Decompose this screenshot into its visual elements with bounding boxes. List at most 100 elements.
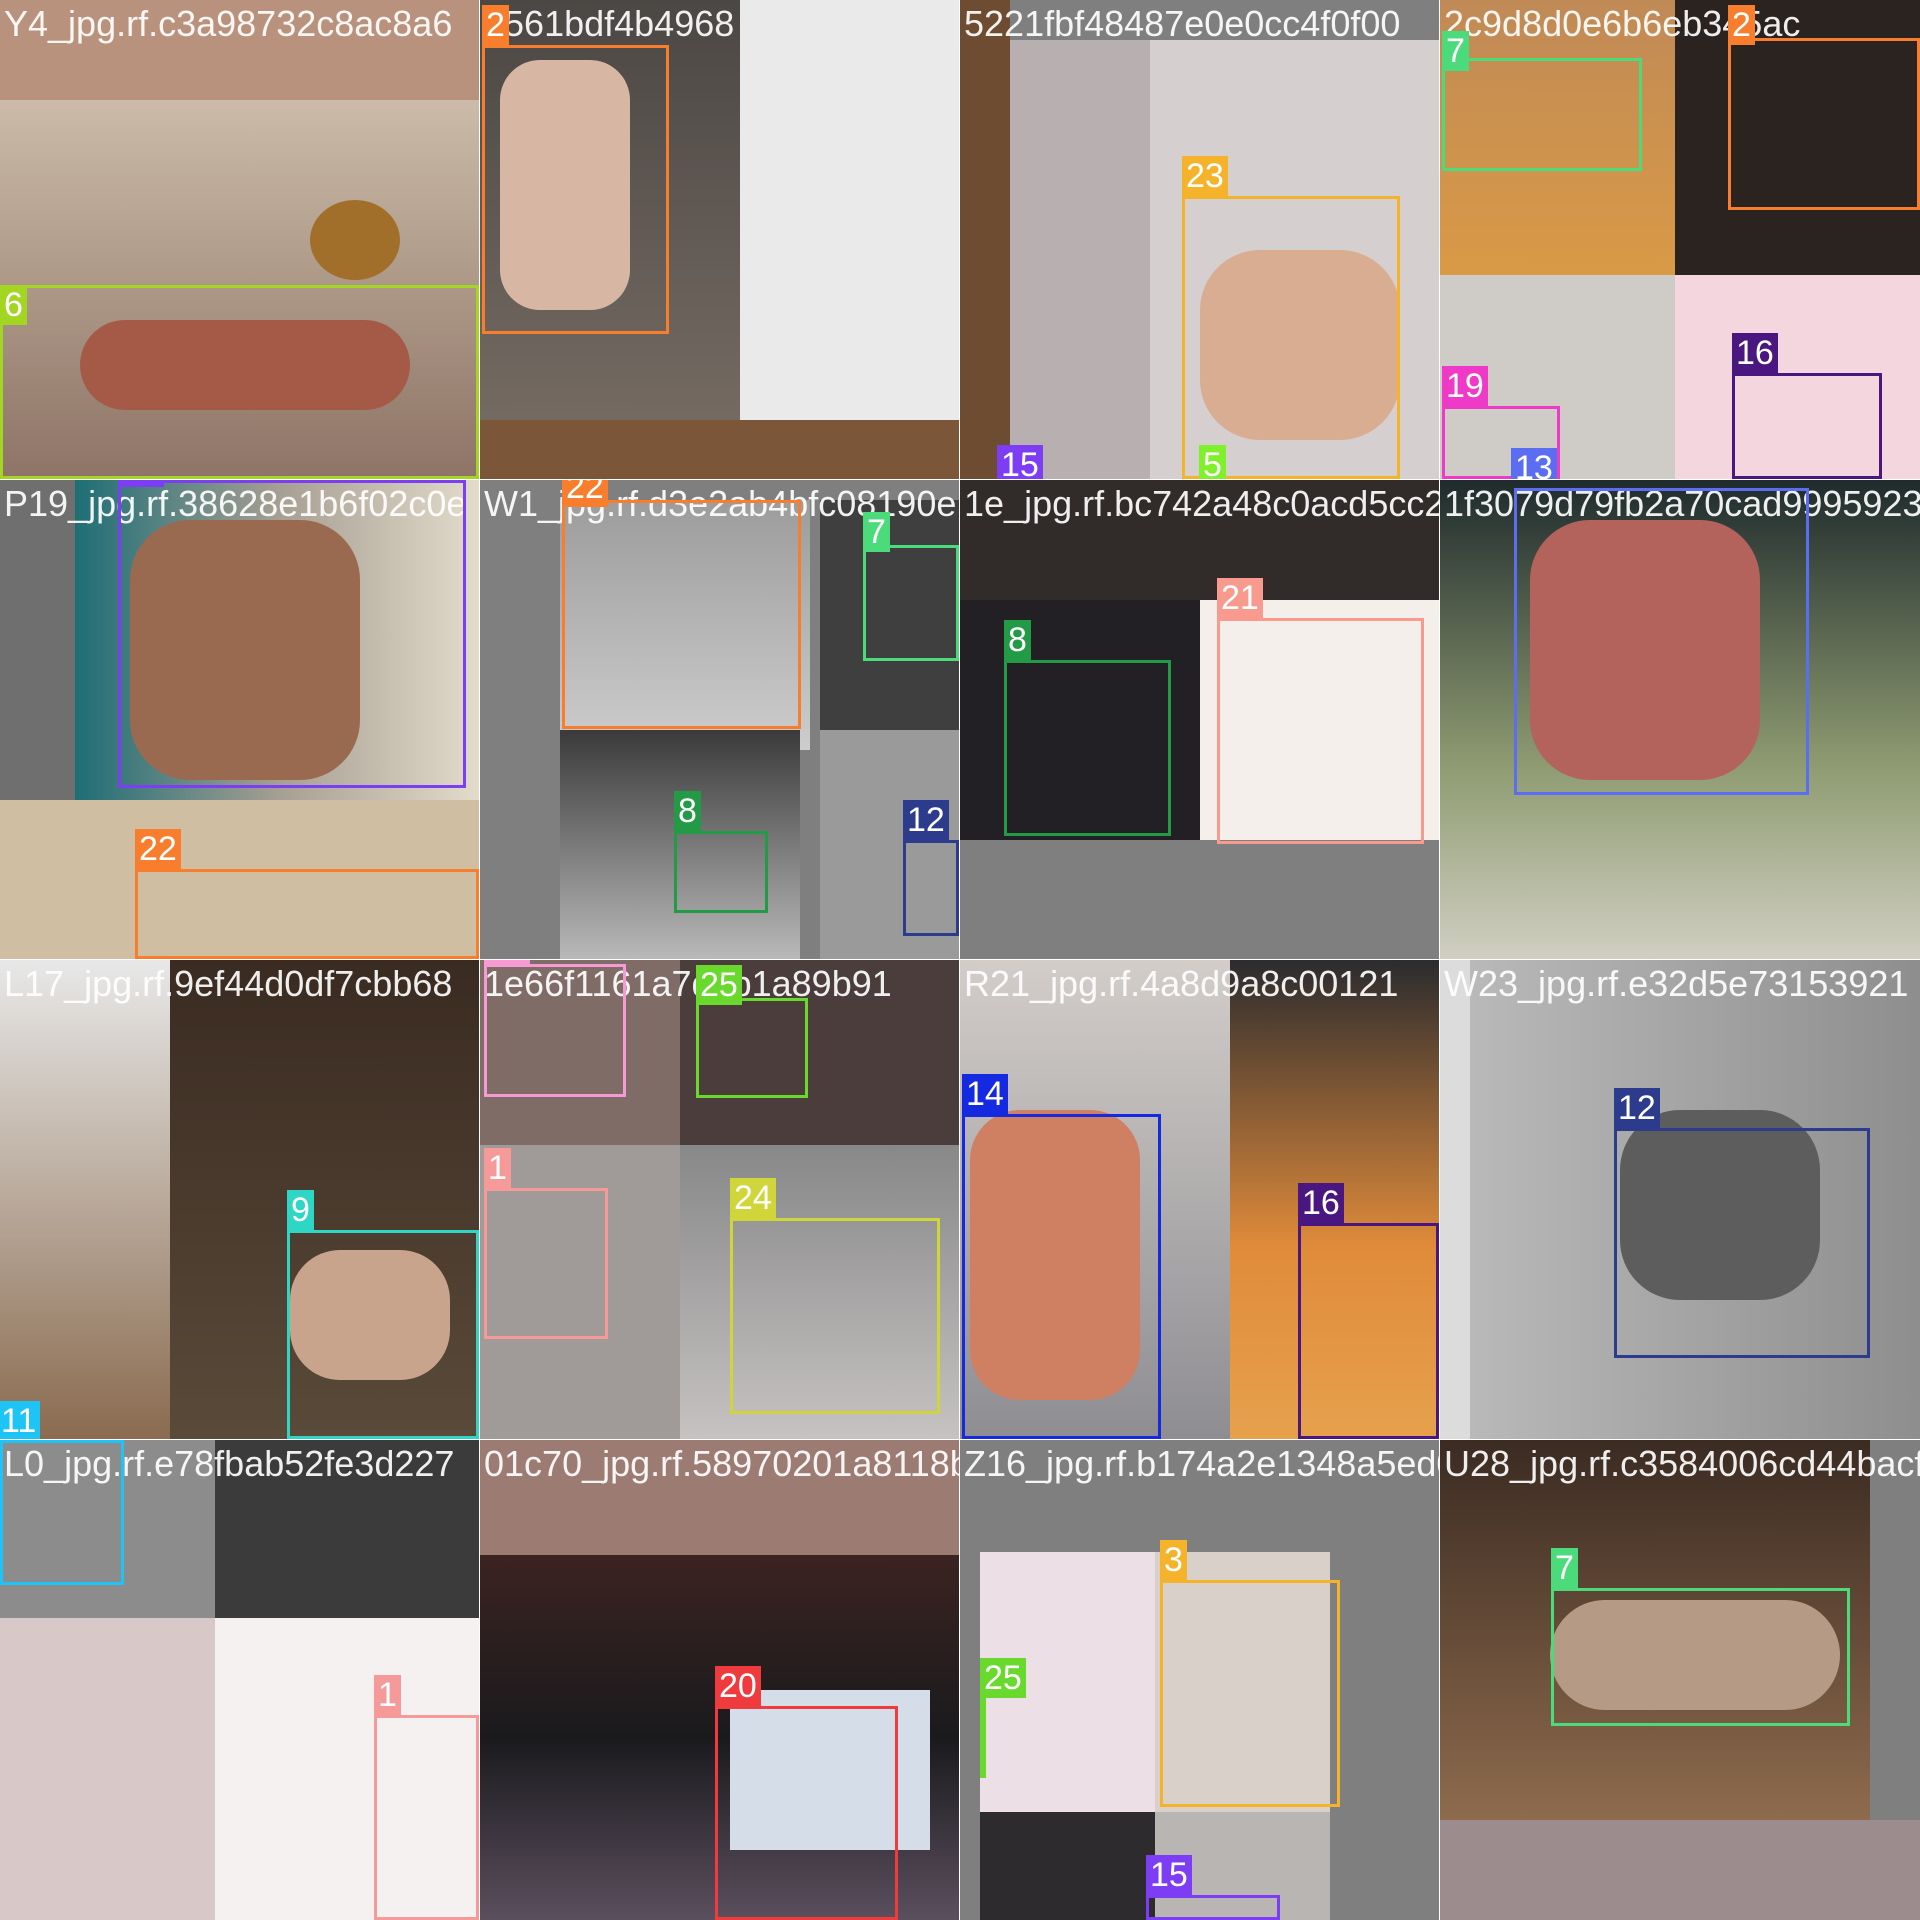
detection-box: 6 xyxy=(0,285,479,479)
class-label: 25 xyxy=(980,1658,1026,1698)
image-tile: W1_jpg.rf.d3e2ab4bfc08190e 22 7 8 12 xyxy=(480,480,959,959)
detection-box: 25 xyxy=(696,965,808,1098)
detection-box: 8 xyxy=(1004,620,1171,836)
class-label: 5 xyxy=(1199,445,1226,479)
photo-region xyxy=(960,840,1439,959)
photo-region xyxy=(1675,0,1920,275)
tile-filename: Z16_jpg.rf.b174a2e1348a5ed0 xyxy=(964,1443,1439,1484)
image-tile: U28_jpg.rf.c3584006cd44bacf 7 xyxy=(1440,1440,1920,1920)
photo-region xyxy=(740,0,959,420)
photo-region xyxy=(1010,40,1150,479)
class-label: 1 xyxy=(484,1148,511,1188)
photo-region xyxy=(0,1618,215,1920)
detection-box: 12 xyxy=(1614,1088,1870,1358)
photo-region xyxy=(960,0,1010,479)
image-tile: 2561bdf4b4968 2 xyxy=(480,0,959,479)
photo-region xyxy=(0,0,479,100)
photo-region xyxy=(1200,600,1439,840)
class-label: 15 xyxy=(118,480,164,487)
detection-box: 16 xyxy=(1298,1183,1439,1439)
photo-region xyxy=(480,1145,680,1439)
tile-filename: R21_jpg.rf.4a8d9a8c00121 xyxy=(964,963,1399,1004)
detection-box: 12 xyxy=(903,800,959,936)
photo-region xyxy=(130,520,360,780)
photo-region xyxy=(480,1440,959,1555)
tile-filename: 2561bdf4b4968 xyxy=(484,3,735,44)
detection-box: 23 xyxy=(1182,156,1400,479)
photo-region xyxy=(0,100,479,479)
detection-box: 15 xyxy=(118,480,466,788)
detection-box: 1 xyxy=(484,1148,608,1339)
photo-region xyxy=(1200,250,1400,440)
tile-filename: L17_jpg.rf.9ef44d0df7cbb68 xyxy=(4,963,453,1004)
image-tile: 5221fbf48487e0e0cc4f0f00 23 15 5 xyxy=(960,0,1439,479)
class-label: 6 xyxy=(0,285,27,325)
detection-box: 3 xyxy=(1160,1540,1340,1807)
photo-region xyxy=(970,1110,1140,1400)
photo-region xyxy=(80,320,410,410)
class-label: 8 xyxy=(674,791,701,831)
photo-region xyxy=(560,500,810,750)
photo-region xyxy=(1440,1820,1920,1920)
detection-box: 18 xyxy=(484,960,626,1097)
image-tile: 1f3079d79fb2a70cad9995923 xyxy=(1440,480,1920,959)
detection-box: 14 xyxy=(962,1074,1161,1439)
photo-region xyxy=(215,1440,479,1618)
photo-region xyxy=(1155,1552,1330,1812)
class-label: 20 xyxy=(715,1666,761,1706)
photo-region xyxy=(1440,0,1675,275)
detection-box: 19 xyxy=(1442,366,1560,479)
detection-box: 9 xyxy=(287,1190,479,1439)
class-label: 15 xyxy=(1146,1855,1192,1895)
detection-box: 16 xyxy=(1732,333,1882,479)
photo-region xyxy=(560,730,800,959)
image-tile: W23_jpg.rf.e32d5e73153921 12 xyxy=(1440,960,1920,1439)
class-label: 19 xyxy=(1442,366,1488,406)
class-label: 22 xyxy=(562,480,608,507)
tile-filename: L0_jpg.rf.e78fbab52fe3d227 xyxy=(4,1443,455,1484)
image-tile: L0_jpg.rf.e78fbab52fe3d227 1 xyxy=(0,1440,479,1920)
photo-region xyxy=(1440,960,1470,1439)
detection-box xyxy=(1514,488,1809,795)
detection-box: 7 xyxy=(1551,1548,1850,1726)
photo-region xyxy=(0,480,75,800)
class-label: 9 xyxy=(287,1190,314,1230)
class-label: 13 xyxy=(1511,448,1557,479)
tile-filename: 5221fbf48487e0e0cc4f0f00 xyxy=(964,3,1401,44)
tile-filename: W23_jpg.rf.e32d5e73153921 xyxy=(1444,963,1909,1004)
photo-region xyxy=(1870,1440,1920,1820)
class-label: 7 xyxy=(1551,1548,1578,1588)
photo-region xyxy=(0,800,479,959)
class-label: 14 xyxy=(962,1074,1008,1114)
class-label: 21 xyxy=(1217,578,1263,618)
class-label: 12 xyxy=(903,800,949,840)
class-label: 16 xyxy=(1732,333,1778,373)
photo-region xyxy=(0,960,170,1439)
class-label: 11 xyxy=(0,1401,41,1439)
photo-region xyxy=(310,200,400,280)
photo-region xyxy=(290,1250,450,1380)
detection-box: 20 xyxy=(715,1666,898,1920)
class-label: 3 xyxy=(1160,1540,1187,1580)
detection-box: 8 xyxy=(674,791,768,913)
detection-box: 25 xyxy=(980,1658,1026,1778)
image-tile: 1e66f1161a7deb1a89b91 18 25 1 24 xyxy=(480,960,959,1439)
image-tile: L17_jpg.rf.9ef44d0df7cbb68 9 11 xyxy=(0,960,479,1439)
image-tile: 1e_jpg.rf.bc742a48c0acd5cc2f 8 21 xyxy=(960,480,1439,959)
detection-box: 2 xyxy=(1728,5,1920,210)
photo-region xyxy=(820,730,959,959)
photo-region xyxy=(500,60,630,310)
class-label: 15 xyxy=(997,445,1043,479)
image-tile: Y4_jpg.rf.c3a98732c8ac8a6 6 xyxy=(0,0,479,479)
class-label: 23 xyxy=(1182,156,1228,196)
tile-filename: Y4_jpg.rf.c3a98732c8ac8a6 xyxy=(4,3,453,44)
image-tile: Z16_jpg.rf.b174a2e1348a5ed0 3 25 15 xyxy=(960,1440,1439,1920)
class-label: 8 xyxy=(1004,620,1031,660)
image-tile: P19_jpg.rf.38628e1b6f02c0e 15 22 xyxy=(0,480,479,959)
image-tile: 01c70_jpg.rf.58970201a8118bb6 20 xyxy=(480,1440,959,1920)
class-label: 12 xyxy=(1614,1088,1660,1128)
detection-box: 22 xyxy=(562,480,801,729)
photo-region xyxy=(480,420,959,479)
detection-box: 7 xyxy=(1442,31,1642,171)
